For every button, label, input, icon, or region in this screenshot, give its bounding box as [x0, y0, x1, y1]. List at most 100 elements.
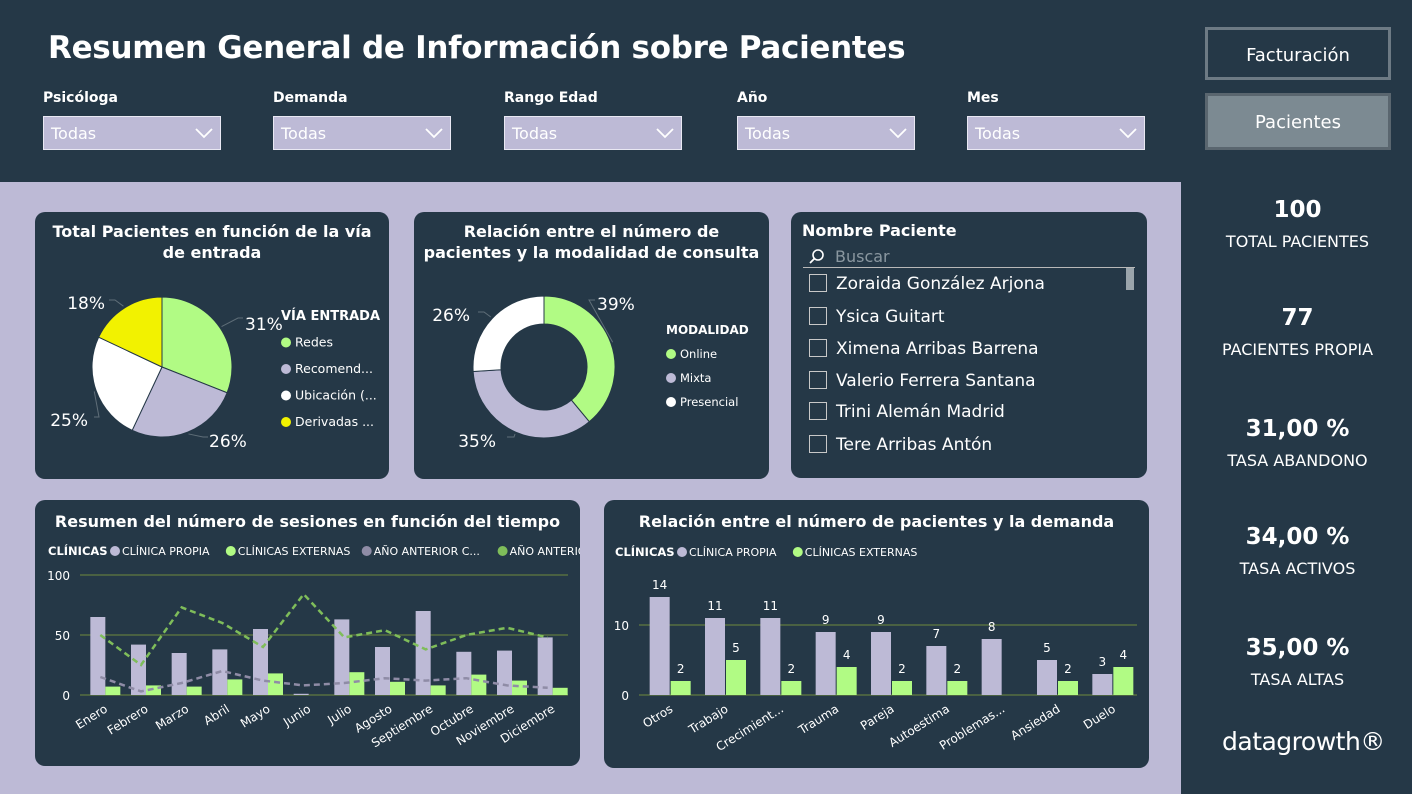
list-item[interactable]: Ximena Arribas Barrena: [809, 338, 1039, 361]
legend-marker: [361, 546, 372, 556]
leader-line: [109, 299, 124, 307]
list-item[interactable]: Tere Arribas Antón: [809, 434, 992, 457]
demanda-bar-chart: CLÍNICAS CLÍNICA PROPIA CLÍNICAS EXTERNAS 0…: [614, 544, 1137, 754]
legend-marker: [792, 547, 803, 557]
list-item[interactable]: Zoraida González Arjona: [809, 273, 1045, 296]
pie-slice: [161, 296, 233, 394]
facturacion-button[interactable]: Facturación: [1205, 27, 1391, 80]
data-label: 2: [1064, 662, 1072, 676]
data-label: 25%: [50, 411, 88, 431]
x-tick-label: Febrero: [105, 702, 151, 738]
leader-line: [478, 311, 492, 318]
data-label: 2: [788, 662, 796, 676]
pie-slice: [472, 295, 545, 372]
search-placeholder: Buscar: [835, 247, 890, 266]
checkbox[interactable]: [809, 273, 827, 292]
bar: [781, 681, 802, 695]
rango-edad-dropdown[interactable]: Todas: [504, 116, 682, 150]
data-label: 35%: [458, 432, 496, 452]
mes-dropdown[interactable]: Todas: [967, 116, 1145, 150]
bar: [456, 651, 472, 695]
legend-label: Presencial: [680, 395, 738, 409]
data-label: 4: [1120, 648, 1128, 662]
legend-marker: [281, 337, 291, 348]
data-label: 4: [843, 648, 851, 662]
x-tick-label: Pareja: [858, 702, 897, 733]
dropdown-value: Todas: [745, 124, 791, 143]
bar: [836, 667, 857, 695]
x-tick-label: Trabajo: [685, 702, 730, 737]
bar: [253, 629, 268, 695]
y-tick-label: 0: [62, 689, 70, 703]
legend-title: CLÍNICAS: [615, 544, 675, 559]
psicologa-dropdown[interactable]: Todas: [43, 116, 221, 150]
bar: [105, 686, 121, 695]
legend-marker: [110, 546, 120, 556]
kpi-tasa-activos: 34,00 % TASA ACTIVOS: [1183, 524, 1412, 578]
kpi-total-pacientes: 100 TOTAL PACIENTES: [1183, 197, 1412, 251]
list-item[interactable]: Valerio Ferrera Santana: [809, 370, 1036, 393]
legend-marker: [281, 390, 291, 401]
checkbox[interactable]: [809, 338, 827, 357]
bar: [227, 679, 243, 695]
search-box[interactable]: Buscar: [803, 246, 1135, 268]
list-item[interactable]: Trini Alemán Madrid: [809, 401, 1005, 424]
bar: [670, 681, 691, 695]
chevron-down-icon: [425, 128, 443, 139]
chart-title: Relación entre el número de pacientes y …: [638, 512, 1115, 531]
ano-dropdown[interactable]: Todas: [737, 116, 915, 150]
filter-label: Psicóloga: [43, 90, 118, 106]
modalidad-panel: Relación entre el número de pacientes y …: [414, 212, 769, 479]
checkbox[interactable]: [809, 434, 827, 453]
demanda-dropdown[interactable]: Todas: [273, 116, 451, 150]
checkbox[interactable]: [809, 370, 827, 389]
bar: [760, 618, 781, 695]
bar: [871, 632, 891, 695]
kpi-value: 34,00 %: [1245, 524, 1350, 550]
legend-marker: [225, 546, 236, 556]
nombre-paciente-slicer: Nombre Paciente Buscar Zoraida González …: [791, 212, 1147, 478]
legend-label: CLÍNICAS EXTERNAS: [238, 545, 351, 558]
bar: [649, 597, 670, 695]
series-line: [99, 592, 548, 667]
x-tick-label: Enero: [73, 702, 110, 732]
data-label: 9: [822, 613, 830, 627]
data-label: 5: [732, 641, 740, 655]
x-tick-label: Junio: [280, 702, 313, 730]
series-line: [99, 669, 548, 693]
data-label: 31%: [245, 315, 283, 335]
via-entrada-panel: Total Pacientes en función de la vía de …: [35, 212, 389, 479]
legend-label: Online: [680, 347, 717, 361]
checkbox[interactable]: [809, 306, 827, 325]
bar: [1092, 674, 1113, 695]
legend-marker: [666, 397, 676, 407]
kpi-value: 100: [1273, 197, 1322, 223]
patient-name: Zoraida González Arjona: [836, 274, 1045, 294]
kpi-value: 77: [1281, 305, 1314, 331]
checkbox[interactable]: [809, 401, 827, 420]
pie-slice: [91, 336, 163, 432]
kpi-tasa-abandono: 31,00 % TASA ABANDONO: [1183, 416, 1412, 470]
x-tick-label: Duelo: [1081, 702, 1118, 732]
kpi-pacientes-propia: 77 PACIENTES PROPIA: [1183, 305, 1412, 359]
y-tick-label: 0: [621, 689, 629, 703]
demanda-panel: Relación entre el número de pacientes y …: [604, 500, 1149, 768]
sesiones-combo-chart: CLÍNICAS CLÍNICA PROPIA CLÍNICAS EXTERNAS A…: [47, 543, 580, 750]
legend-marker: [497, 546, 508, 556]
kpi-label: PACIENTES PROPIA: [1221, 340, 1374, 359]
data-label: 26%: [432, 306, 470, 326]
chevron-down-icon: [1119, 128, 1137, 139]
legend-marker: [666, 349, 676, 359]
chevron-down-icon: [889, 128, 907, 139]
list-item[interactable]: Ysica Guitart: [809, 306, 945, 329]
y-tick-label: 50: [55, 629, 70, 643]
legend-label: Recomend...: [295, 361, 373, 376]
bar: [471, 674, 487, 695]
pacientes-button[interactable]: Pacientes: [1205, 93, 1391, 150]
chevron-down-icon: [195, 128, 213, 139]
patient-name: Ysica Guitart: [836, 307, 945, 327]
legend-label: Ubicación (...: [295, 388, 377, 403]
data-label: 8: [988, 620, 996, 634]
page-title: Resumen General de Información sobre Pac…: [48, 30, 906, 66]
scrollbar-thumb[interactable]: [1126, 268, 1134, 290]
